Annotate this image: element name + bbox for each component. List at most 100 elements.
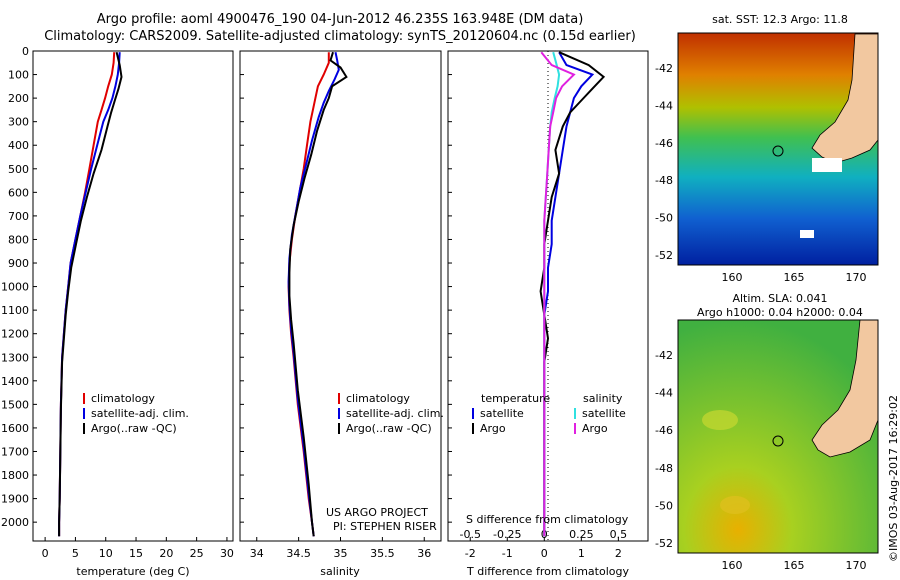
legend-label: Argo <box>582 422 608 435</box>
sst-map-frame <box>677 32 879 266</box>
legend-label: satellite-adj. clim. <box>346 407 444 420</box>
map-y-tick-label: -50 <box>655 212 673 225</box>
series-1-1 <box>287 51 340 537</box>
y-tick-label: 2000 <box>1 516 29 529</box>
legend-label: Argo(..raw -QC) <box>91 422 177 435</box>
map-x-tick-label: 160 <box>722 271 743 284</box>
sla-map <box>677 319 879 554</box>
salinity-axis-label: salinity <box>320 565 360 578</box>
y-tick-label: 500 <box>8 163 29 176</box>
series-2-3 <box>540 51 576 537</box>
y-tick-label: 1200 <box>1 328 29 341</box>
map-x-tick-label: 170 <box>846 559 867 572</box>
temperature-axis-label: temperature (deg C) <box>76 565 189 578</box>
x-tick-label: 10 <box>99 547 113 560</box>
y-tick-label: 300 <box>8 116 29 129</box>
project-label: US ARGO PROJECT <box>326 506 428 519</box>
y-tick-label: 700 <box>8 210 29 223</box>
legend-label: Argo(..raw -QC) <box>346 422 432 435</box>
map-x-tick-label: 165 <box>784 559 805 572</box>
difference-legend: temperature satellite Argo salinity satellit… <box>472 392 626 435</box>
salinity-difference-axis-label: S difference from climatology <box>466 513 629 526</box>
sst-map-title: sat. SST: 12.3 Argo: 11.8 <box>712 13 848 26</box>
missing-data-patch <box>812 158 842 172</box>
map-y-tick-label: -44 <box>655 387 673 400</box>
x-tick-label: -1 <box>502 547 513 560</box>
imos-watermark: ©IMOS 03-Aug-2017 16:29:02 <box>887 395 900 562</box>
series-1-0 <box>287 52 330 537</box>
y-tick-label: 1400 <box>1 375 29 388</box>
x-tick-label: 34.5 <box>286 547 311 560</box>
sla-map-title-line2: Argo h1000: 0.04 h2000: 0.04 <box>697 306 863 319</box>
legend-label: temperature <box>481 392 550 405</box>
map-x-tick-label: 165 <box>784 271 805 284</box>
series-0-2 <box>58 51 123 537</box>
x-tick-label: 30 <box>220 547 234 560</box>
x-tick-label: 2 <box>615 547 622 560</box>
series-1-2 <box>288 51 348 537</box>
x-tick-label: 5 <box>72 547 79 560</box>
y-tick-label: 0 <box>22 45 29 58</box>
x-tick-label: 15 <box>129 547 143 560</box>
x-tick-label: 20 <box>159 547 173 560</box>
x-tick-label: 35.5 <box>370 547 395 560</box>
x-tick-label: 36 <box>417 547 431 560</box>
legend-label: salinity <box>583 392 623 405</box>
y-tick-label: 1900 <box>1 493 29 506</box>
figure-title-line2: Climatology: CARS2009. Satellite-adjuste… <box>44 29 636 44</box>
temperature-legend: climatology satellite-adj. clim. Argo(..ra… <box>83 392 189 435</box>
y-tick-label: 1100 <box>1 304 29 317</box>
x-tick-label: 0 <box>541 547 548 560</box>
y-tick-label: 900 <box>8 257 29 270</box>
map-y-tick-label: -48 <box>655 462 673 475</box>
map-y-tick-label: -44 <box>655 99 673 112</box>
series-2-2 <box>543 51 561 537</box>
argo-float-location-marker <box>772 435 784 447</box>
y-tick-label: 1700 <box>1 445 29 458</box>
y-tick-label: 400 <box>8 139 29 152</box>
legend-label: Argo <box>480 422 506 435</box>
legend-label: satellite <box>582 407 626 420</box>
map-y-tick-label: -50 <box>655 499 673 512</box>
map-y-tick-label: -52 <box>655 249 673 262</box>
x-tick-label: 0 <box>42 547 49 560</box>
sla-map-title-line1: Altim. SLA: 0.041 <box>732 292 828 305</box>
map-y-tick-label: -52 <box>655 537 673 550</box>
y-tick-label: 100 <box>8 69 29 82</box>
pi-label: PI: STEPHEN RISER <box>333 520 437 533</box>
y-tick-label: 1500 <box>1 398 29 411</box>
sal-x-tick-label: -0.5 <box>459 528 480 541</box>
x-tick-label: 1 <box>578 547 585 560</box>
map-y-tick-label: -42 <box>655 349 673 362</box>
salinity-legend: climatology satellite-adj. clim. Argo(..ra… <box>338 392 444 435</box>
map-y-tick-label: -46 <box>655 424 673 437</box>
y-tick-label: 1800 <box>1 469 29 482</box>
sal-x-tick-label: 0.5 <box>610 528 628 541</box>
sal-x-tick-label: 0.25 <box>569 528 594 541</box>
x-tick-label: 35 <box>334 547 348 560</box>
sla-map-frame <box>677 319 879 554</box>
x-tick-label: -2 <box>465 547 476 560</box>
sla-anomaly-blob <box>720 496 750 514</box>
y-tick-label: 800 <box>8 233 29 246</box>
legend-label: climatology <box>346 392 410 405</box>
y-tick-label: 1300 <box>1 351 29 364</box>
legend-label: climatology <box>91 392 155 405</box>
map-x-tick-label: 170 <box>846 271 867 284</box>
y-tick-label: 1600 <box>1 422 29 435</box>
y-tick-label: 600 <box>8 186 29 199</box>
legend-label: satellite-adj. clim. <box>91 407 189 420</box>
temperature-panel-frame <box>32 50 234 542</box>
sst-map <box>677 32 879 266</box>
missing-data-patch-south <box>800 230 814 238</box>
legend-label: satellite <box>480 407 524 420</box>
salinity-panel-frame <box>239 50 442 542</box>
map-y-tick-label: -42 <box>655 62 673 75</box>
map-y-tick-label: -46 <box>655 137 673 150</box>
x-tick-label: 34 <box>250 547 264 560</box>
sal-x-tick-label: -0.25 <box>493 528 521 541</box>
map-y-tick-label: -48 <box>655 174 673 187</box>
map-x-tick-label: 160 <box>722 559 743 572</box>
figure-title-line1: Argo profile: aoml 4900476_190 04-Jun-20… <box>96 12 584 27</box>
